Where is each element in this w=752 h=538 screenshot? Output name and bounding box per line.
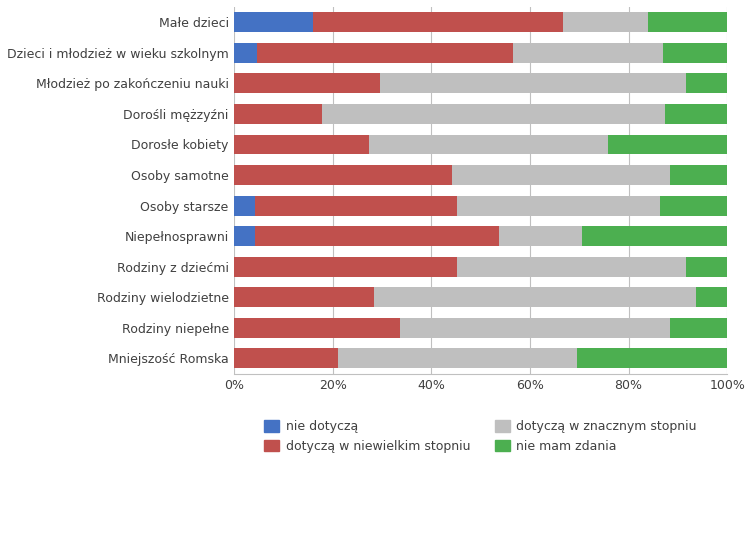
Bar bbox=[235, 134, 369, 154]
Bar bbox=[255, 196, 457, 216]
Bar bbox=[562, 12, 648, 32]
Bar bbox=[670, 165, 727, 185]
Bar bbox=[369, 134, 608, 154]
Bar bbox=[608, 134, 727, 154]
Bar bbox=[457, 257, 686, 277]
Bar bbox=[660, 196, 727, 216]
Bar bbox=[313, 12, 562, 32]
Bar bbox=[235, 257, 457, 277]
Bar bbox=[235, 43, 257, 63]
Bar bbox=[577, 349, 727, 369]
Bar bbox=[696, 287, 727, 307]
Bar bbox=[686, 73, 727, 93]
Bar bbox=[235, 104, 323, 124]
Bar bbox=[255, 226, 499, 246]
Bar bbox=[323, 104, 665, 124]
Bar bbox=[235, 165, 452, 185]
Bar bbox=[235, 349, 338, 369]
Bar bbox=[582, 226, 727, 246]
Bar bbox=[235, 318, 400, 338]
Legend: nie dotyczą, dotyczą w niewielkim stopniu, dotyczą w znacznym stopniu, nie mam z: nie dotyczą, dotyczą w niewielkim stopni… bbox=[261, 416, 701, 456]
Bar bbox=[513, 43, 663, 63]
Bar bbox=[380, 73, 686, 93]
Bar bbox=[663, 43, 727, 63]
Bar bbox=[374, 287, 696, 307]
Bar bbox=[499, 226, 582, 246]
Bar bbox=[235, 226, 255, 246]
Bar bbox=[670, 318, 727, 338]
Bar bbox=[686, 257, 727, 277]
Bar bbox=[235, 287, 374, 307]
Bar bbox=[665, 104, 727, 124]
Bar bbox=[235, 196, 255, 216]
Bar bbox=[400, 318, 670, 338]
Bar bbox=[457, 196, 660, 216]
Bar bbox=[235, 73, 380, 93]
Bar bbox=[452, 165, 670, 185]
Bar bbox=[235, 12, 313, 32]
Bar bbox=[338, 349, 577, 369]
Bar bbox=[648, 12, 727, 32]
Bar bbox=[257, 43, 513, 63]
